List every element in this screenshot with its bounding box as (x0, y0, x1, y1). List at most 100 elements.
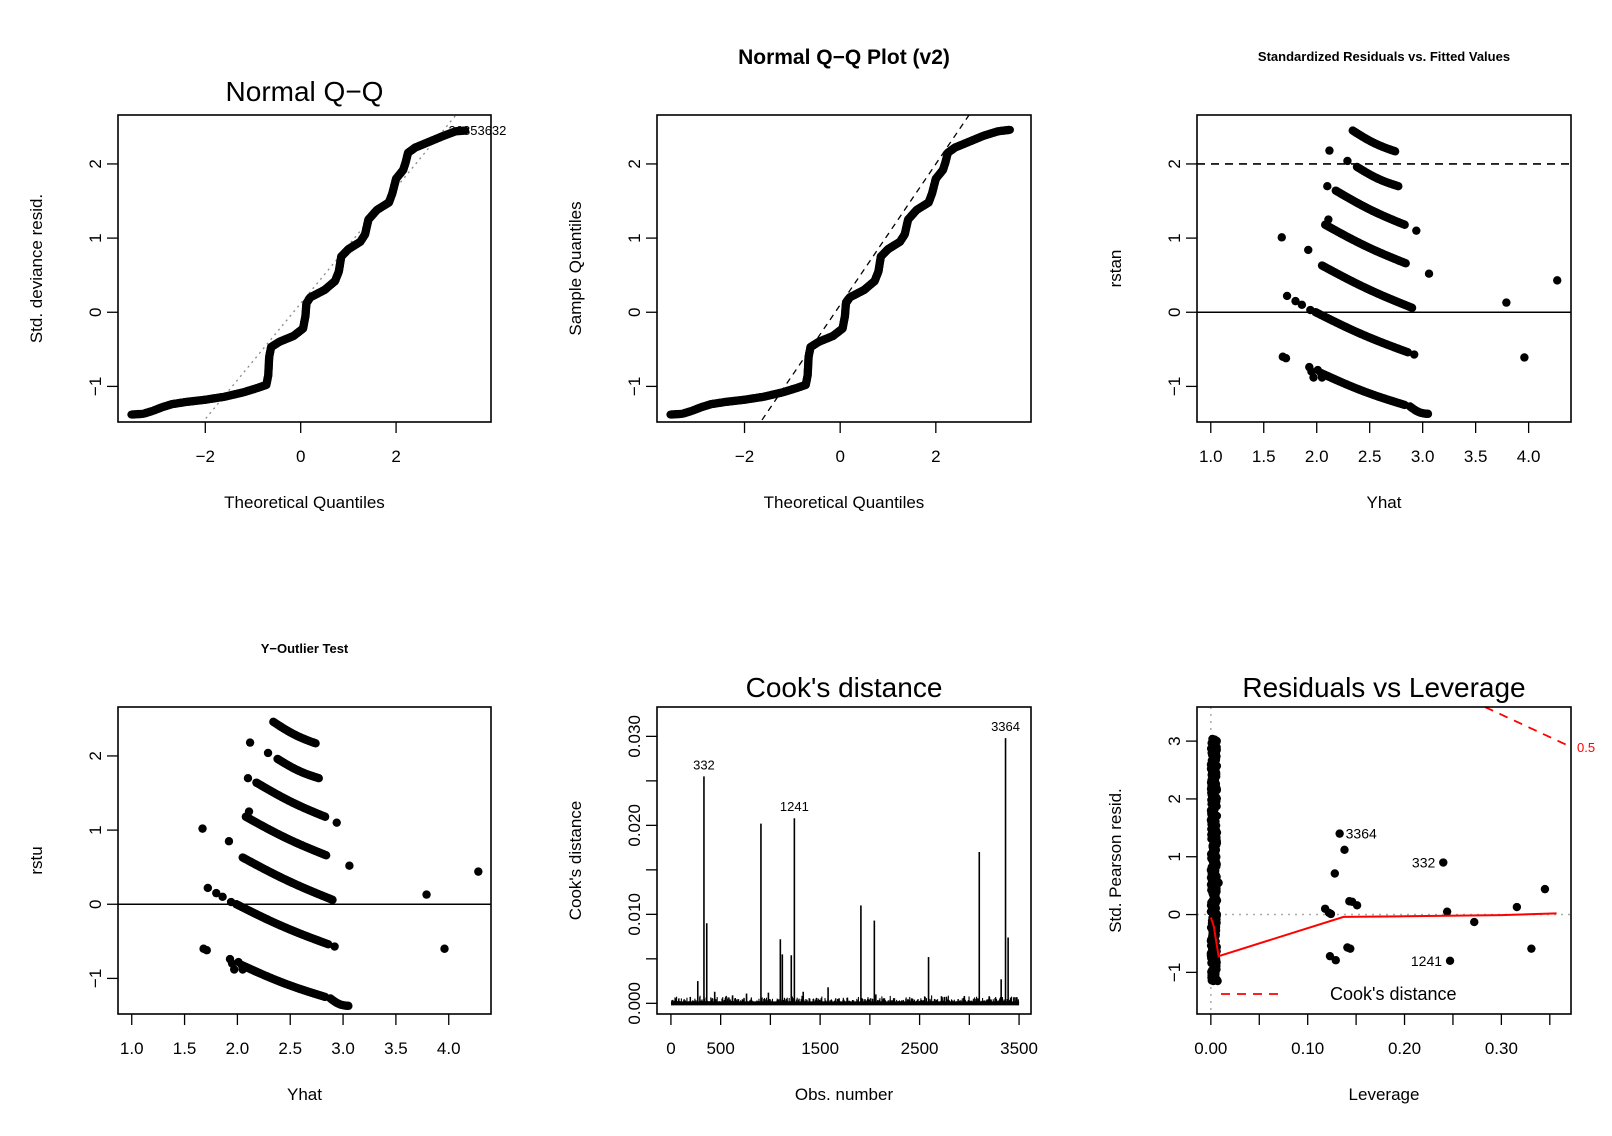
panel-qq2: Normal Q−Q Plot (v2) −2 0 2 −1 0 1 2 Theoretical… (566, 46, 1032, 512)
residual-point (243, 773, 253, 783)
residual-point (202, 946, 211, 955)
plot-area (1197, 707, 1571, 1014)
residual-point (226, 897, 236, 907)
residual-point (1407, 303, 1417, 313)
x-tick-label: 2500 (901, 1039, 939, 1058)
residual-point (1282, 291, 1292, 301)
obs-label: 1241 (780, 799, 809, 814)
y-tick-label: −1 (1165, 377, 1184, 396)
residual-point (1540, 884, 1550, 894)
panel-cooks: Cook's distance 0 500 1500 2500 3500 0.000 0.01… (566, 672, 1038, 1104)
residual-point (345, 861, 354, 870)
x-tick-label: 0.10 (1291, 1039, 1324, 1058)
plot-frame (656, 114, 1032, 423)
y-tick-label: 0 (86, 308, 105, 317)
x-tick-label: 1.0 (1199, 447, 1223, 466)
residual-point (344, 1001, 353, 1011)
chart-title: Cook's distance (746, 672, 943, 703)
residual-point (1394, 181, 1403, 191)
x-axis-label: Theoretical Quantiles (224, 493, 385, 512)
residual-point (1309, 373, 1318, 382)
residual-point (1304, 245, 1313, 255)
cooks-contour-label: 0.5 (1577, 740, 1595, 755)
y-tick-label: 3 (1165, 736, 1184, 745)
residual-point (328, 895, 337, 905)
y-axis-label: Sample Quantiles (566, 201, 585, 335)
qq-point (1005, 125, 1014, 134)
plot-frame (1196, 114, 1572, 423)
residual-point (1281, 354, 1291, 363)
y-tick-label: −1 (1165, 963, 1184, 982)
residual-point (1297, 300, 1307, 310)
x-tick-label: 3500 (1000, 1039, 1038, 1058)
y-tick-label: 0.010 (625, 893, 644, 936)
point-label: 26853632 (449, 123, 507, 138)
chart-title: Residuals vs Leverage (1242, 672, 1525, 703)
cooks-distance-contour (1484, 707, 1571, 748)
residual-point (1412, 226, 1421, 235)
residual-point (198, 824, 207, 833)
point-label: 3364 (1346, 826, 1377, 842)
y-tick-label: 1 (625, 233, 644, 242)
y-tick-label: 0.000 (625, 982, 644, 1025)
x-axis-label: Leverage (1349, 1085, 1420, 1104)
residual-point (474, 867, 483, 876)
y-axis-label: rstu (27, 846, 46, 874)
residual-point (332, 818, 341, 827)
y-axis-label: Cook's distance (566, 801, 585, 920)
residual-point (1470, 917, 1479, 927)
y-tick-label: 2 (86, 159, 105, 168)
residual-point (1423, 409, 1433, 419)
lowess-smooth-line (1209, 912, 1557, 958)
y-axis-label: Std. Pearson resid. (1106, 788, 1125, 933)
x-tick-label: 0 (296, 447, 305, 466)
residual-point (1277, 233, 1286, 242)
x-tick-label: 0 (666, 1039, 675, 1058)
y-tick-label: 2 (1165, 794, 1184, 803)
x-tick-label: 0.30 (1485, 1039, 1518, 1058)
plot-frame (656, 706, 1032, 1015)
x-axis-label: Yhat (287, 1085, 322, 1104)
x-tick-label: 3.0 (1411, 447, 1435, 466)
residual-point (330, 942, 339, 951)
residual-point (314, 773, 323, 783)
point-label: 332 (1412, 855, 1436, 871)
residual-point (230, 965, 239, 974)
residual-point (1442, 907, 1452, 916)
panel-rstu: Y−Outlier Test 1.0 1.5 2.0 2.5 3.0 3.5 4.0 −1 0 1 2… (27, 641, 492, 1104)
obs-label: 332 (693, 757, 715, 772)
residual-point (1512, 902, 1522, 912)
x-tick-label: 1.5 (1252, 447, 1276, 466)
x-tick-label: −2 (735, 447, 754, 466)
x-tick-label: 3.0 (331, 1039, 355, 1058)
residual-point (1325, 146, 1334, 155)
x-tick-label: 2 (391, 447, 400, 466)
chart-title: Normal Q−Q (226, 76, 384, 107)
point-label: 1241 (1411, 953, 1442, 969)
y-tick-label: 2 (1165, 159, 1184, 168)
residual-point (1343, 156, 1352, 166)
x-tick-label: 4.0 (1517, 447, 1541, 466)
y-tick-label: 0 (1165, 308, 1184, 317)
residual-point (1346, 944, 1355, 953)
plot-frame (117, 706, 492, 1015)
plot-area (127, 115, 470, 422)
residual-point (1403, 348, 1413, 357)
y-tick-label: 1 (1165, 233, 1184, 242)
x-axis-label: Yhat (1367, 493, 1402, 512)
residual-point (224, 837, 234, 846)
x-tick-label: 2.5 (1358, 447, 1382, 466)
y-axis-label: Std. deviance resid. (27, 194, 46, 343)
y-tick-label: 2 (625, 159, 644, 168)
x-tick-label: 2 (931, 447, 940, 466)
y-tick-label: 1 (1165, 852, 1184, 861)
residual-point (440, 944, 449, 953)
chart-title: Standardized Residuals vs. Fitted Values (1258, 49, 1510, 64)
x-tick-label: 1500 (801, 1039, 839, 1058)
plot-frame (117, 114, 492, 423)
x-tick-label: 2.0 (226, 1039, 250, 1058)
residual-point (324, 940, 333, 949)
panel-qq1: Normal Q−Q −2 0 2 −1 0 1 2 Theoretical Quantiles… (27, 76, 507, 512)
legend-label: Cook's distance (1330, 984, 1457, 1004)
residual-point (422, 890, 431, 899)
